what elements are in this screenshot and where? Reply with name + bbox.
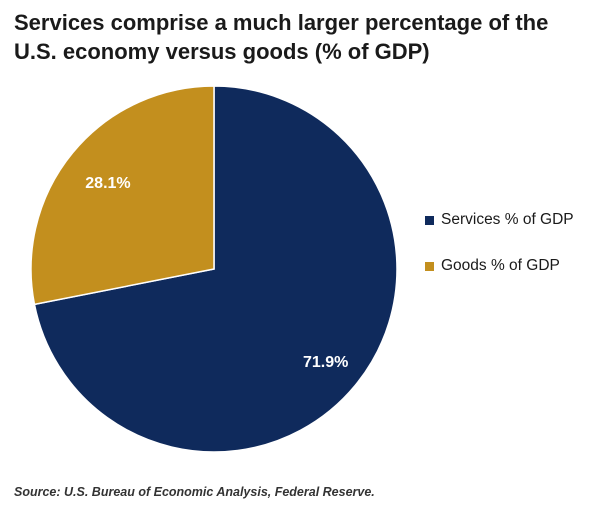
source-note: Source: U.S. Bureau of Economic Analysis… — [14, 485, 375, 499]
legend-item-goods: Goods % of GDP — [425, 255, 574, 277]
legend-label-services: Services % of GDP — [441, 211, 574, 228]
slice-label-goods: 28.1% — [85, 175, 130, 192]
legend-label-goods: Goods % of GDP — [441, 257, 560, 274]
pie-slice-goods — [30, 85, 215, 306]
legend-item-services: Services % of GDP — [425, 209, 574, 231]
chart-legend: Services % of GDP Goods % of GDP — [425, 209, 574, 301]
slice-label-services: 71.9% — [303, 354, 348, 371]
legend-swatch-goods — [425, 261, 434, 271]
legend-swatch-services — [425, 215, 434, 225]
chart-title: Services comprise a much larger percenta… — [14, 10, 549, 64]
pie-slice-services — [33, 85, 398, 453]
